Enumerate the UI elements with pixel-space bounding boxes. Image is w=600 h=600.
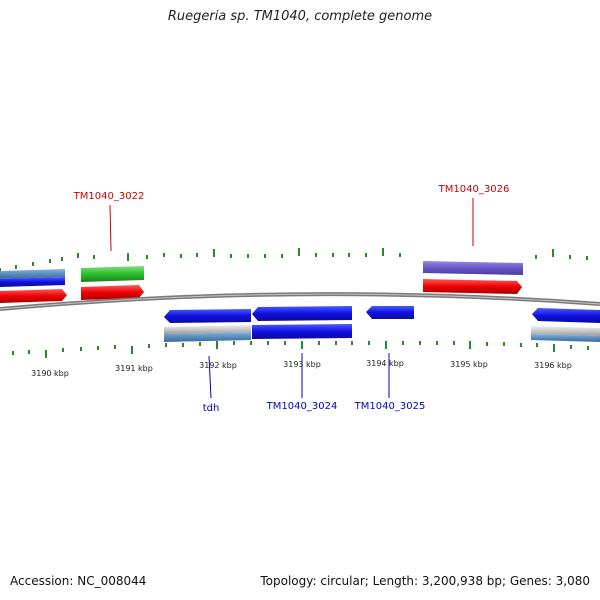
feature-gray-right xyxy=(531,326,600,336)
forward-features xyxy=(0,261,523,303)
label-connectors xyxy=(109,198,474,399)
scale-label: 3196 kbp xyxy=(534,361,572,370)
label-tm1040-3024: TM1040_3024 xyxy=(266,401,338,412)
feature-blue-tm1040-3024-b[interactable] xyxy=(252,324,352,339)
feature-red-left xyxy=(0,289,67,303)
scale-label: 3192 kbp xyxy=(199,361,237,370)
scale-label: 3195 kbp xyxy=(450,360,488,369)
inner-ticks xyxy=(12,341,589,358)
feature-blue-tm1040-3025[interactable] xyxy=(366,306,414,319)
scale-label: 3191 kbp xyxy=(115,364,153,373)
outer-ticks xyxy=(0,248,588,272)
feature-gray-tdh[interactable] xyxy=(164,325,251,334)
feature-red-2 xyxy=(81,285,144,300)
accession-text: Accession: NC_008044 xyxy=(10,574,147,588)
feature-purple-tm1040-3026[interactable] xyxy=(423,261,523,275)
feature-steel-tdh[interactable] xyxy=(164,332,251,342)
label-tm1040-3022: TM1040_3022 xyxy=(73,191,145,202)
map-title: Ruegeria sp. TM1040, complete genome xyxy=(167,9,433,24)
scale-label: 3194 kbp xyxy=(366,359,404,368)
reverse-features xyxy=(164,306,600,342)
genome-summary-text: Topology: circular; Length: 3,200,938 bp… xyxy=(260,574,590,588)
scale-label: 3190 kbp xyxy=(31,369,69,378)
feature-blue-tm1040-3024-a[interactable] xyxy=(252,306,352,321)
label-tm1040-3026: TM1040_3026 xyxy=(438,184,510,195)
feature-blue-rev-1 xyxy=(164,309,251,323)
feature-steel-right xyxy=(531,334,600,342)
feature-blue-left xyxy=(0,277,65,287)
feature-green-tm1040-3022[interactable] xyxy=(81,266,144,282)
feature-steel-left xyxy=(0,269,65,279)
scale-label: 3193 kbp xyxy=(283,360,321,369)
label-tm1040-3025: TM1040_3025 xyxy=(354,401,426,412)
label-tdh: tdh xyxy=(203,403,220,414)
feature-blue-rev-right xyxy=(532,308,600,323)
feature-red-3 xyxy=(423,279,522,294)
